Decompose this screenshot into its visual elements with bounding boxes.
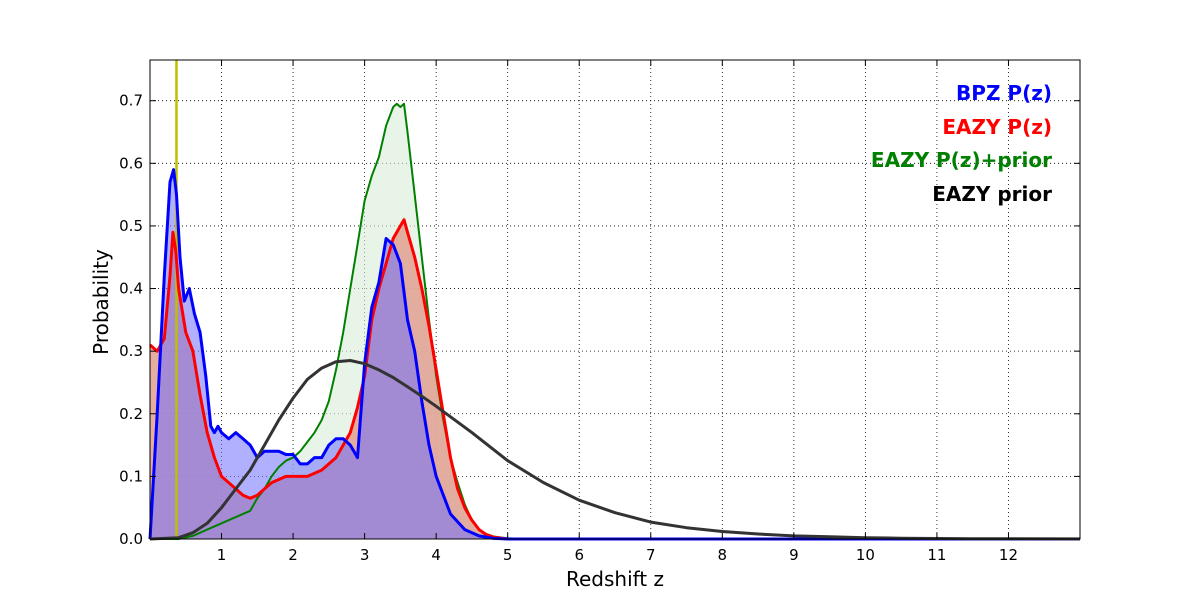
- x-tick-label: 1: [217, 546, 227, 564]
- x-tick-label: 12: [999, 546, 1018, 564]
- x-tick-label: 4: [431, 546, 441, 564]
- legend: BPZ P(z) EAZY P(z) EAZY P(z)+prior EAZY …: [871, 81, 1052, 206]
- line-eazy-p-z: [149, 218, 1080, 541]
- plot-frame: [149, 59, 1081, 540]
- ticks: 1 2 3 4 5 6 7 8 9 10 11 120.00.10.20.30.40.50.60.7: [119, 60, 1080, 564]
- y-tick-label: 0.7: [119, 92, 143, 110]
- x-tick-label: 10: [856, 546, 875, 564]
- x-tick-label: 6: [574, 546, 584, 564]
- legend-entry-bpz: BPZ P(z): [956, 81, 1052, 105]
- line-bpz-p-z: [148, 168, 1080, 541]
- y-tick-label: 0.0: [119, 530, 143, 548]
- y-tick-label: 0.6: [119, 154, 143, 172]
- line-eazy-prior: [149, 359, 1081, 541]
- x-tick-label: 9: [789, 546, 799, 564]
- y-tick-label: 0.3: [119, 342, 143, 360]
- x-tick-label: 5: [503, 546, 513, 564]
- series-lines: [148, 60, 1081, 541]
- area-bpz-p-z: [150, 169, 1080, 539]
- y-tick-label: 0.4: [119, 280, 143, 298]
- legend-entry-eazy-prior: EAZY prior: [932, 182, 1052, 206]
- x-tick-label: 11: [927, 546, 946, 564]
- x-axis-title: Redshift z: [566, 567, 664, 591]
- line-eazy-p-z-prior: [150, 102, 1080, 540]
- x-tick-label: 2: [288, 546, 298, 564]
- legend-entry-eazy: EAZY P(z): [942, 115, 1052, 139]
- legend-entry-eazy-prior-combined: EAZY P(z)+prior: [871, 148, 1052, 172]
- y-tick-label: 0.1: [119, 467, 143, 485]
- y-tick-label: 0.2: [119, 405, 143, 423]
- y-tick-label: 0.5: [119, 217, 143, 235]
- x-tick-label: 8: [718, 546, 728, 564]
- y-axis-title: Probability: [89, 249, 113, 355]
- x-tick-label: 7: [646, 546, 656, 564]
- x-tick-label: 3: [360, 546, 370, 564]
